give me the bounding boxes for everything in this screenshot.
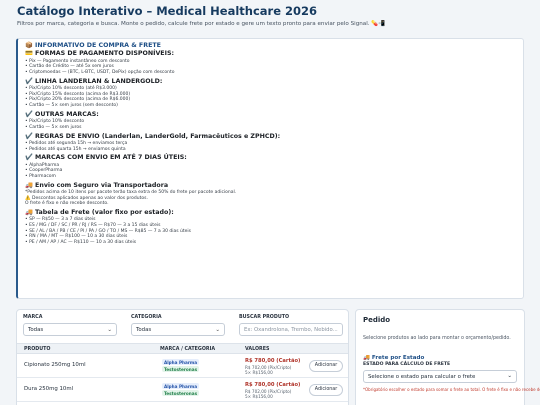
- shipping-title: 🚚 Frete por Estado: [363, 354, 425, 361]
- catalog-panel: MARCA Todas ⌄ CATEGORIA Todas ⌄ BUSCAR P…: [16, 309, 349, 405]
- section-heading-insured-shipping: 🚚 Envio com Seguro via Transportadora: [25, 181, 169, 189]
- info-line: • Cartão — 5× sem juros (sem desconto): [25, 102, 118, 108]
- brand-filter-label: MARCA: [23, 315, 43, 320]
- section-heading-shipping-rules: ✔️ REGRAS DE ENVIO (Landerlan, LanderGol…: [25, 132, 281, 140]
- brand-select-value: Todas: [28, 327, 44, 333]
- info-line: ⚠️ Descontos aplicados apenas ao valor d…: [25, 195, 148, 201]
- section-heading-7-days: ✔️ MARCAS COM ENVIO EM ATÉ 7 DIAS ÚTEIS:: [25, 154, 187, 162]
- info-line: • Criptomoedas — (BTC, L-BTC, USDT, DePi…: [25, 70, 175, 75]
- chevron-down-icon: ⌄: [215, 326, 220, 333]
- product-name: Dura 250mg 10ml: [24, 386, 74, 392]
- brand-badge: Alpha Pharma: [162, 383, 200, 389]
- brand-select[interactable]: Todas ⌄: [23, 323, 117, 336]
- state-label: ESTADO PARA CÁLCULO DE FRETE: [363, 361, 451, 367]
- info-line: • AlphaPharma: [25, 162, 60, 168]
- column-header-values: VALORES: [245, 346, 270, 352]
- category-filter-label: CATEGORIA: [131, 315, 162, 320]
- info-line: O frete é fixo e não recebe desconto.: [25, 201, 109, 207]
- order-title: Pedido: [363, 316, 391, 324]
- shipping-note: *Obrigatório escolher o estado para soma…: [363, 386, 540, 392]
- card-price: R$ 780,00 (Cartão): [245, 382, 301, 388]
- search-label: BUSCAR PRODUTO: [239, 315, 290, 320]
- add-button[interactable]: Adicionar: [309, 384, 343, 396]
- page-subtitle: Filtros por marca, categoria e busca. Mo…: [17, 21, 386, 27]
- info-line: • RN / MA / MT — R$100 — 10 a 30 dias út…: [25, 234, 128, 240]
- info-line: • SE / AL / BA / PB / CE / PI / PA / GO …: [25, 228, 192, 234]
- installments: 5× R$156,00: [245, 393, 273, 399]
- column-header-product: PRODUTO: [24, 346, 51, 352]
- search-input[interactable]: Ex: Oxandrolona, Trembo, Nebido...: [239, 323, 343, 336]
- section-heading-landerlan: ✔️ LINHA LANDERLAN & LANDERGOLD:: [25, 77, 163, 85]
- pix-price: R$ 702,00 (Pix/Cripto): [245, 364, 292, 370]
- table-row: Cipionato 250mg 10ml Alpha Pharma Testos…: [17, 354, 348, 378]
- page-title: Catálogo Interativo – Medical Healthcare…: [17, 4, 318, 18]
- info-line: • ES / MG / DF / SC / PR / RJ / RS — R$7…: [25, 223, 161, 229]
- installments: 5× R$156,00: [245, 369, 273, 375]
- category-select-value: Todas: [136, 327, 152, 333]
- info-line: *Pedidos acima de 10 itens por pacote te…: [25, 190, 237, 196]
- info-line: • Pix — Pagamento instantâneo com descon…: [25, 58, 130, 64]
- category-badge: Testosteronas: [162, 390, 200, 396]
- pix-price: R$ 702,00 (Pix/Cripto): [245, 388, 292, 394]
- category-select[interactable]: Todas ⌄: [131, 323, 225, 336]
- info-line: • PE / AM / AP / AC — R$110 — 10 a 30 di…: [25, 239, 137, 245]
- info-line: • Pix/Cripto 15% desconto (acima de R$3.…: [25, 91, 131, 97]
- info-line: • Cartão — 5× sem juros: [25, 124, 82, 130]
- info-line: • CooperPharma: [25, 168, 63, 174]
- order-panel: Pedido Selecione produtos ao lado para m…: [355, 309, 540, 405]
- order-empty-text: Selecione produtos ao lado para montar o…: [363, 336, 511, 341]
- search-placeholder: Ex: Oxandrolona, Trembo, Nebido...: [244, 327, 338, 333]
- brand-badge: Alpha Pharma: [162, 359, 200, 365]
- card-price: R$ 780,00 (Cartão): [245, 358, 301, 364]
- column-header-brand: MARCA / CATEGORIA: [160, 346, 216, 352]
- info-title: 📦 INFORMATIVO DE COMPRA & FRETE: [25, 42, 161, 49]
- section-heading-payment: 💳 FORMAS DE PAGAMENTO DISPONÍVEIS:: [25, 50, 175, 58]
- table-row: Dura 250mg 10ml Alpha Pharma Testosteron…: [17, 378, 348, 402]
- info-line: • Pix/Cripto 20% desconto (acima de R$6.…: [25, 97, 131, 103]
- table-header: PRODUTO MARCA / CATEGORIA VALORES: [17, 343, 348, 354]
- state-select-value: Selecione o estado para calcular o frete: [368, 373, 476, 380]
- info-line: • Pedidos até segunda 15h → enviamos ter…: [25, 140, 128, 146]
- chevron-down-icon: ⌄: [507, 373, 512, 379]
- info-line: • Cartão de Crédito — até 5x sem juros: [25, 64, 114, 70]
- section-heading-other-brands: ✔️ OUTRAS MARCAS:: [25, 110, 99, 118]
- chevron-down-icon: ⌄: [107, 326, 112, 333]
- info-line: • Pix/Cripto 10% desconto: [25, 119, 85, 125]
- info-line: • SP — R$50 — 3 a 7 dias úteis: [25, 217, 96, 223]
- category-badge: Testosteronas: [162, 366, 200, 372]
- info-line: • Pedidos até quarta 15h → enviamos quin…: [25, 146, 126, 152]
- info-line: • Pix/Cripto 10% desconto (até R$3.000): [25, 86, 117, 92]
- add-button[interactable]: Adicionar: [309, 360, 343, 372]
- page-header: Catálogo Interativo – Medical Healthcare…: [17, 4, 527, 27]
- state-select[interactable]: Selecione o estado para calcular o frete…: [363, 369, 517, 383]
- product-name: Cipionato 250mg 10ml: [24, 362, 86, 368]
- info-panel: 📦 INFORMATIVO DE COMPRA & FRETE 💳 FORMAS…: [16, 38, 524, 299]
- section-heading-freight-table: 🚚 Tabela de Frete (valor fixo por estado…: [25, 209, 174, 217]
- info-line: • Pharmacom: [25, 173, 56, 179]
